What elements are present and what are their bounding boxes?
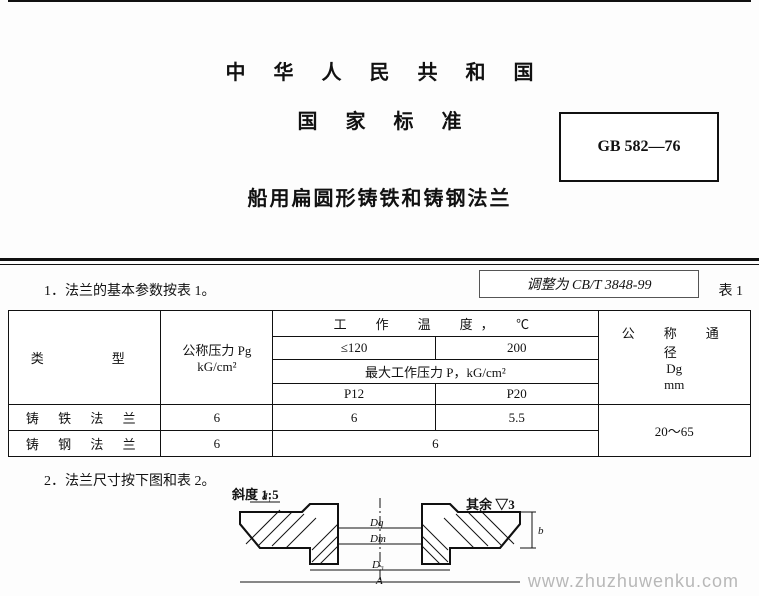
dim-dm: Dm: [369, 533, 386, 545]
revision-note: 调整为 CB/T 3848-99: [479, 270, 699, 298]
separator-thin: [0, 264, 759, 265]
page-top-border: [8, 0, 751, 2]
dim-A: A: [375, 575, 383, 587]
col-temp-header: 工 作 温 度， ℃: [273, 311, 598, 337]
spec-table: 类 型 公称压力 Pg kG/cm² 工 作 温 度， ℃ 公 称 通 径 Dg…: [8, 310, 751, 457]
flange-diagram: d₁ Dg Dm D₃ A b: [180, 488, 580, 588]
watermark: www.zhuzhuwenku.com: [528, 571, 739, 592]
col-type: 类 型: [9, 311, 161, 405]
section-2-heading: 2．法兰尺寸按下图和表 2。: [44, 470, 216, 490]
col-temp-200: 200: [435, 337, 598, 360]
col-pg: 公称压力 Pg kG/cm²: [161, 311, 273, 405]
country-line: 中华人民共和国: [0, 56, 759, 85]
section-1-heading: 1．法兰的基本参数按表 1。: [44, 280, 216, 300]
dim-d1: d₁: [262, 491, 272, 503]
document-title: 船用扁圆形铸铁和铸钢法兰: [0, 182, 759, 211]
dim-d3: D₃: [371, 559, 384, 571]
col-maxp: 最大工作压力 P，kG/cm² P12 P20: [273, 360, 598, 405]
table-row: 铸 铁 法 兰 6 6 5.5 20～65: [9, 405, 751, 431]
col-dn: 公 称 通 径 Dg mm: [598, 311, 751, 405]
separator-thick: [0, 258, 759, 261]
gb-code-box: GB 582—76: [559, 112, 719, 182]
dim-dg: Dg: [369, 517, 384, 529]
table-1-caption: 表 1: [719, 280, 744, 300]
col-temp-120: ≤120: [273, 337, 436, 360]
dim-b: b: [538, 525, 544, 537]
